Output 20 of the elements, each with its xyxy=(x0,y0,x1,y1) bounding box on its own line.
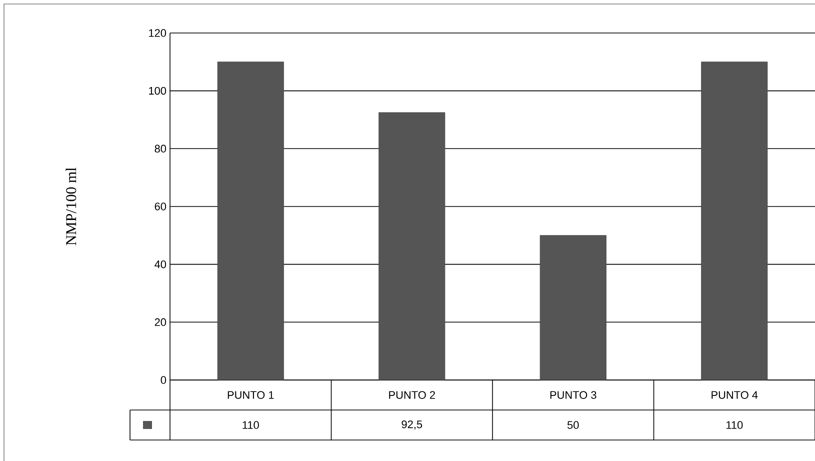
data-label: 50 xyxy=(567,421,579,429)
y-tick-label: 80 xyxy=(154,144,166,153)
data-label: 92,5 xyxy=(402,420,422,430)
y-tick-label: 60 xyxy=(154,202,166,210)
y-tick-label: 100 xyxy=(149,86,166,95)
data-label: 110 xyxy=(242,421,259,429)
x-tick-label: PUNTO 3 xyxy=(550,391,596,399)
y-axis-title: NMP/100 ml xyxy=(66,168,76,246)
y-tick-label: 0 xyxy=(160,376,166,384)
y-tick-label: 120 xyxy=(149,29,166,37)
bar xyxy=(540,235,606,380)
data-label: 110 xyxy=(726,421,743,429)
y-tick-label: 20 xyxy=(154,318,166,326)
x-tick-label: PUNTO 2 xyxy=(389,391,435,399)
bar xyxy=(217,62,284,380)
bar xyxy=(378,112,446,380)
x-tick-label: PUNTO 1 xyxy=(228,391,274,399)
x-tick-label: PUNTO 4 xyxy=(712,391,758,399)
y-tick-label: 40 xyxy=(154,260,166,268)
bar xyxy=(701,62,768,380)
